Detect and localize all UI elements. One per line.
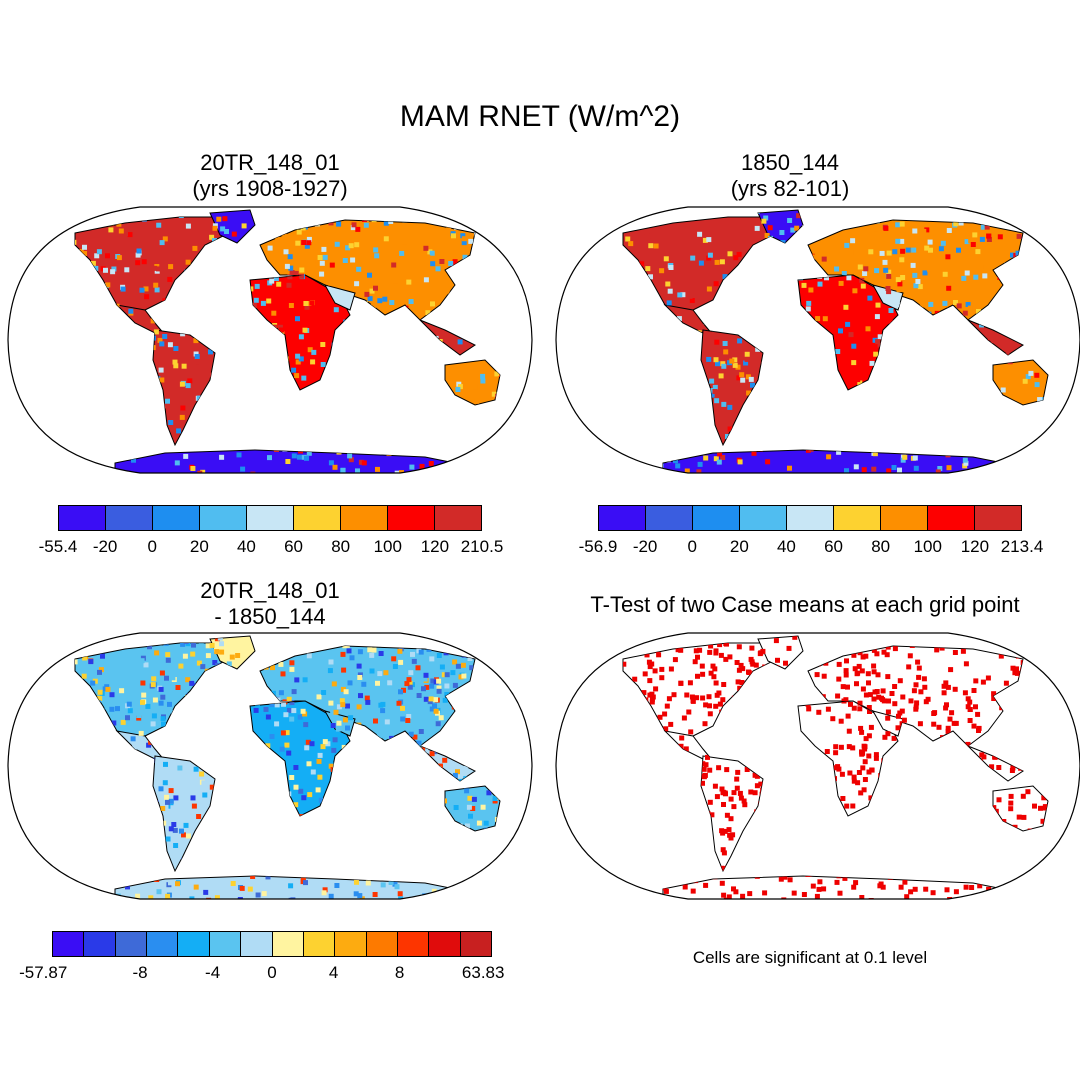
map-panel-p4 — [555, 632, 1080, 900]
colorbar-p1-tick-label: 60 — [284, 537, 304, 556]
colorbar-p2-swatch — [881, 506, 928, 530]
colorbar-p3-swatch — [241, 932, 273, 956]
colorbar-p2-tick-label: 80 — [871, 537, 891, 556]
colorbar-p2-swatch — [599, 506, 646, 530]
land-australia — [444, 359, 501, 406]
land-arabia — [871, 284, 904, 311]
colorbar-p1-tick-label: 40 — [236, 537, 256, 556]
panel-title-p2-line1: 1850_144 — [741, 150, 839, 175]
colorbar-p1-tick-label: 210.5 — [460, 537, 504, 556]
land-arabia — [323, 284, 356, 311]
colorbar-p2-swatch — [740, 506, 787, 530]
colorbar-p1-swatch — [153, 506, 200, 530]
panel-title-p1-line1: 20TR_148_01 — [200, 150, 340, 175]
colorbar-p3-tick-label: -4 — [205, 963, 221, 982]
colorbar-p2-swatch — [787, 506, 834, 530]
colorbar-p2-swatch — [975, 506, 1021, 530]
colorbar-p2-tick-label: -56.9 — [578, 537, 618, 556]
colorbar-p3-tick-label: 4 — [328, 963, 339, 982]
colorbar-p3-swatch — [366, 932, 398, 956]
map-panel-p3 — [7, 632, 533, 900]
colorbar-p2-swatch — [693, 506, 740, 530]
colorbar-p3-swatch — [147, 932, 179, 956]
colorbar-p3 — [52, 931, 492, 957]
colorbar-p3-tick-label: 63.83 — [461, 963, 505, 982]
map-outline — [555, 206, 1080, 474]
colorbar-p3-swatch — [209, 932, 242, 956]
colorbar-p1-swatch — [59, 506, 106, 530]
colorbar-p3-tick-label: -57.87 — [19, 963, 68, 982]
colorbar-p2-tick-label: 213.4 — [1000, 537, 1044, 556]
colorbar-p2-tick-label: 120 — [960, 537, 990, 556]
colorbar-p2-tick-label: 0 — [687, 537, 697, 556]
colorbar-p3-swatch — [460, 932, 492, 956]
map-outline — [7, 206, 533, 474]
colorbar-p2-tick-label: 20 — [729, 537, 749, 556]
colorbar-p1-tick-label: 120 — [420, 537, 450, 556]
map-outline — [7, 632, 533, 900]
colorbar-p3-tick-label: 8 — [394, 963, 405, 982]
panel-title-p3-line2: - 1850_144 — [214, 604, 326, 629]
colorbar-p2-tick-label: 100 — [913, 537, 942, 556]
colorbar-p3-swatch — [397, 932, 430, 956]
colorbar-p1-tick-label: 0 — [147, 537, 157, 556]
colorbar-p2-tick-label: 40 — [776, 537, 796, 556]
land-samerica — [152, 755, 216, 873]
land-australia — [992, 359, 1049, 406]
map-outline — [555, 632, 1080, 900]
colorbar-p1-swatch — [341, 506, 388, 530]
colorbar-p1-swatch — [106, 506, 153, 530]
land-namerica — [622, 216, 784, 318]
colorbar-p1-swatch — [247, 506, 294, 530]
colorbar-p2-swatch — [834, 506, 881, 530]
colorbar-p3-swatch — [272, 932, 304, 956]
colorbar-p2 — [598, 505, 1022, 531]
colorbar-p2-swatch — [646, 506, 693, 530]
panel-title-p3: 20TR_148_01 - 1850_144 — [90, 578, 450, 630]
colorbar-p1-tick-label: -55.4 — [38, 537, 78, 556]
land-antarctica — [114, 449, 476, 473]
colorbar-p1-swatch — [200, 506, 247, 530]
colorbar-p2-tick-label: -20 — [632, 537, 658, 556]
panel-title-p2-line2: (yrs 82-101) — [730, 176, 850, 201]
colorbar-p3-tick-label: 0 — [267, 963, 277, 982]
map-panel-p1 — [7, 206, 533, 474]
colorbar-p3-swatch — [303, 932, 336, 956]
panel-title-p4: T-Test of two Case means at each grid po… — [590, 592, 1020, 617]
colorbar-p3-swatch — [53, 932, 85, 956]
panel-title-p1-line2: (yrs 1908-1927) — [192, 176, 348, 201]
significance-note: Cells are significant at 0.1 level — [692, 948, 928, 967]
colorbar-p3-swatch — [335, 932, 367, 956]
colorbar-p1-swatch — [294, 506, 341, 530]
colorbar-p2-swatch — [928, 506, 975, 530]
land-greenland — [757, 635, 804, 670]
figure-title: MAM RNET (W/m^2) — [399, 100, 681, 133]
colorbar-p3-swatch — [429, 932, 461, 956]
colorbar-p1 — [58, 505, 482, 531]
colorbar-p3-tick-label: -8 — [132, 963, 148, 982]
panel-title-p3-line1: 20TR_148_01 — [200, 578, 340, 603]
colorbar-p1-tick-label: 80 — [331, 537, 351, 556]
colorbar-p1-tick-label: 20 — [189, 537, 209, 556]
map-panel-p2 — [555, 206, 1080, 474]
colorbar-p1-tick-label: -20 — [92, 537, 118, 556]
panel-title-p1: 20TR_148_01 (yrs 1908-1927) — [90, 150, 450, 202]
colorbar-p3-swatch — [84, 932, 116, 956]
colorbar-p1-swatch — [435, 506, 481, 530]
panel-title-p2: 1850_144 (yrs 82-101) — [610, 150, 970, 202]
colorbar-p3-swatch — [115, 932, 148, 956]
colorbar-p2-tick-label: 60 — [824, 537, 844, 556]
colorbar-p1-swatch — [388, 506, 435, 530]
colorbar-p3-swatch — [178, 932, 210, 956]
colorbar-p1-tick-label: 100 — [373, 537, 402, 556]
